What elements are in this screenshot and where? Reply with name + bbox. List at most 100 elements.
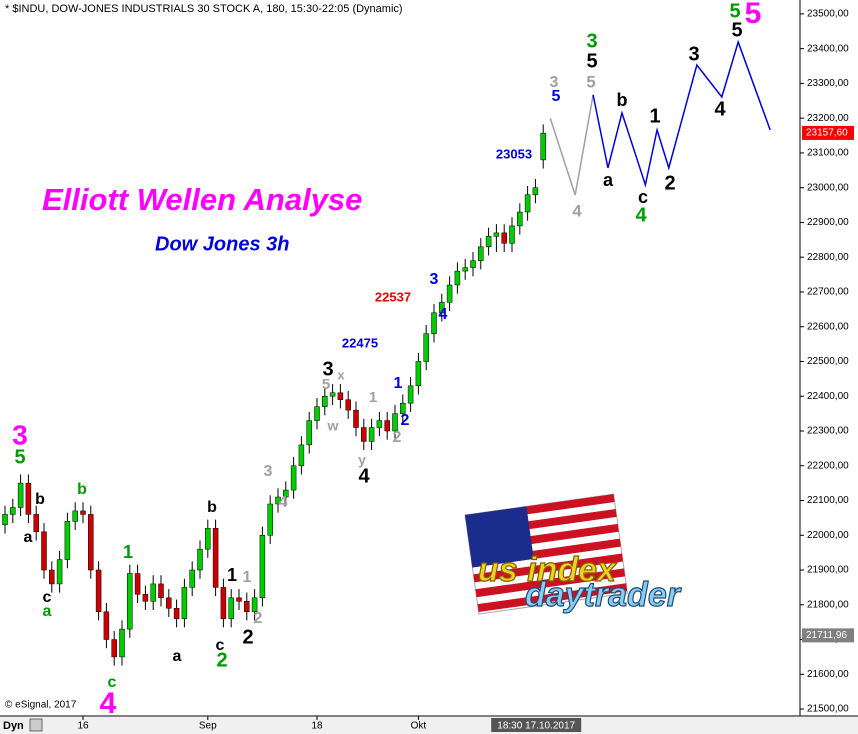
candle-body [314, 406, 320, 421]
candle-body [111, 639, 117, 658]
y-tick-label: 23100,00 [807, 148, 849, 159]
wave-label: 1 [369, 389, 377, 406]
wave-label: a [603, 170, 614, 190]
candle-body [267, 503, 273, 536]
candle-body [119, 628, 125, 658]
wave-label: c [638, 187, 648, 207]
y-tick-label: 22700,00 [807, 287, 849, 298]
projection-line [592, 39, 771, 188]
y-tick-label: 22100,00 [807, 495, 849, 506]
candle-body [423, 333, 429, 362]
candle-body [322, 395, 328, 407]
y-tick-label: 21800,00 [807, 599, 849, 610]
candle-body [368, 427, 375, 442]
candle-body [251, 597, 258, 612]
candle-body [103, 611, 110, 640]
candle-body [524, 194, 531, 213]
candle-body [236, 597, 242, 602]
wave-label: 3 [688, 43, 699, 65]
candle-body [392, 413, 398, 432]
candle-body [49, 569, 55, 585]
candle-body [56, 559, 63, 585]
candle-body [244, 601, 250, 612]
wave-label: 4 [279, 494, 288, 511]
x-tick-label: Sep [199, 721, 217, 732]
wave-label: 1 [243, 569, 252, 586]
price-box [802, 628, 854, 643]
candle-body [345, 399, 351, 411]
candle-body [197, 548, 203, 571]
wave-label: 5 [322, 376, 330, 393]
wave-label: 3 [550, 74, 559, 91]
wave-label: 4 [358, 465, 370, 487]
candle-body [228, 597, 234, 619]
candle-body [532, 187, 539, 195]
candle-body [41, 531, 47, 571]
wave-label: b [207, 499, 217, 516]
candle-body [400, 402, 406, 414]
candle-body [33, 514, 39, 533]
cursor-box [491, 718, 582, 732]
wave-label: 2 [664, 172, 675, 194]
candle-body [259, 535, 266, 599]
y-tick-label: 21600,00 [807, 669, 849, 680]
logo-line1: us index [478, 551, 618, 589]
candle-body [439, 302, 445, 314]
wave-label: 22475 [342, 335, 378, 350]
candle-body [298, 444, 305, 466]
wave-label: w [327, 418, 339, 434]
price-box-label: 21711,96 [806, 630, 847, 641]
wave-label: 1 [649, 105, 660, 127]
candle-body [150, 583, 156, 602]
wave-label: 1 [227, 565, 237, 585]
y-tick-label: 22000,00 [807, 530, 849, 541]
candle-body [189, 569, 195, 588]
candle-body [509, 225, 515, 244]
y-tick-label: 22600,00 [807, 321, 849, 332]
y-tick-label: 22200,00 [807, 460, 849, 471]
wave-label: b [617, 90, 628, 110]
projection-line [549, 94, 594, 196]
wave-label: 2 [254, 610, 263, 627]
chart-subtitle: Dow Jones 3h [155, 233, 289, 255]
mode-label: Dyn [3, 720, 24, 732]
candle-body [95, 569, 102, 612]
candle-body [220, 587, 227, 619]
candle-body [493, 232, 500, 237]
wave-label: 3 [322, 358, 333, 380]
wave-label: a [173, 648, 182, 665]
wave-label: 5 [745, 0, 762, 30]
wave-label: 4 [439, 306, 448, 323]
mode-button[interactable] [29, 718, 43, 732]
candle-body [478, 246, 484, 261]
y-tick-label: 21900,00 [807, 565, 849, 576]
wave-label: 5 [729, 0, 740, 22]
candle-body [80, 510, 86, 515]
wave-label: 3 [586, 30, 597, 52]
wave-label: 2 [242, 626, 253, 648]
y-tick-label: 23400,00 [807, 43, 849, 54]
candle-body [275, 496, 281, 505]
candle-body [173, 608, 180, 619]
candle-body [485, 236, 492, 248]
price-box-label: 23157,60 [806, 128, 848, 139]
candle-body [290, 465, 297, 491]
candle-body [127, 573, 133, 630]
y-tick-label: 22500,00 [807, 356, 849, 367]
candle-body [431, 312, 437, 334]
wave-label: c [108, 674, 117, 691]
wave-label: 22537 [375, 289, 411, 304]
candle-body [283, 489, 289, 498]
wave-label: x [337, 367, 345, 382]
wave-label: 2 [216, 649, 227, 671]
x-tick-label: 18 [311, 721, 323, 732]
candle-body [181, 587, 188, 619]
wave-label: c [216, 637, 225, 654]
candle-body [454, 270, 461, 286]
wave-label: 2 [393, 429, 402, 446]
wave-label: 3 [264, 463, 273, 480]
candle-body [376, 420, 383, 428]
candle-body [10, 507, 16, 515]
